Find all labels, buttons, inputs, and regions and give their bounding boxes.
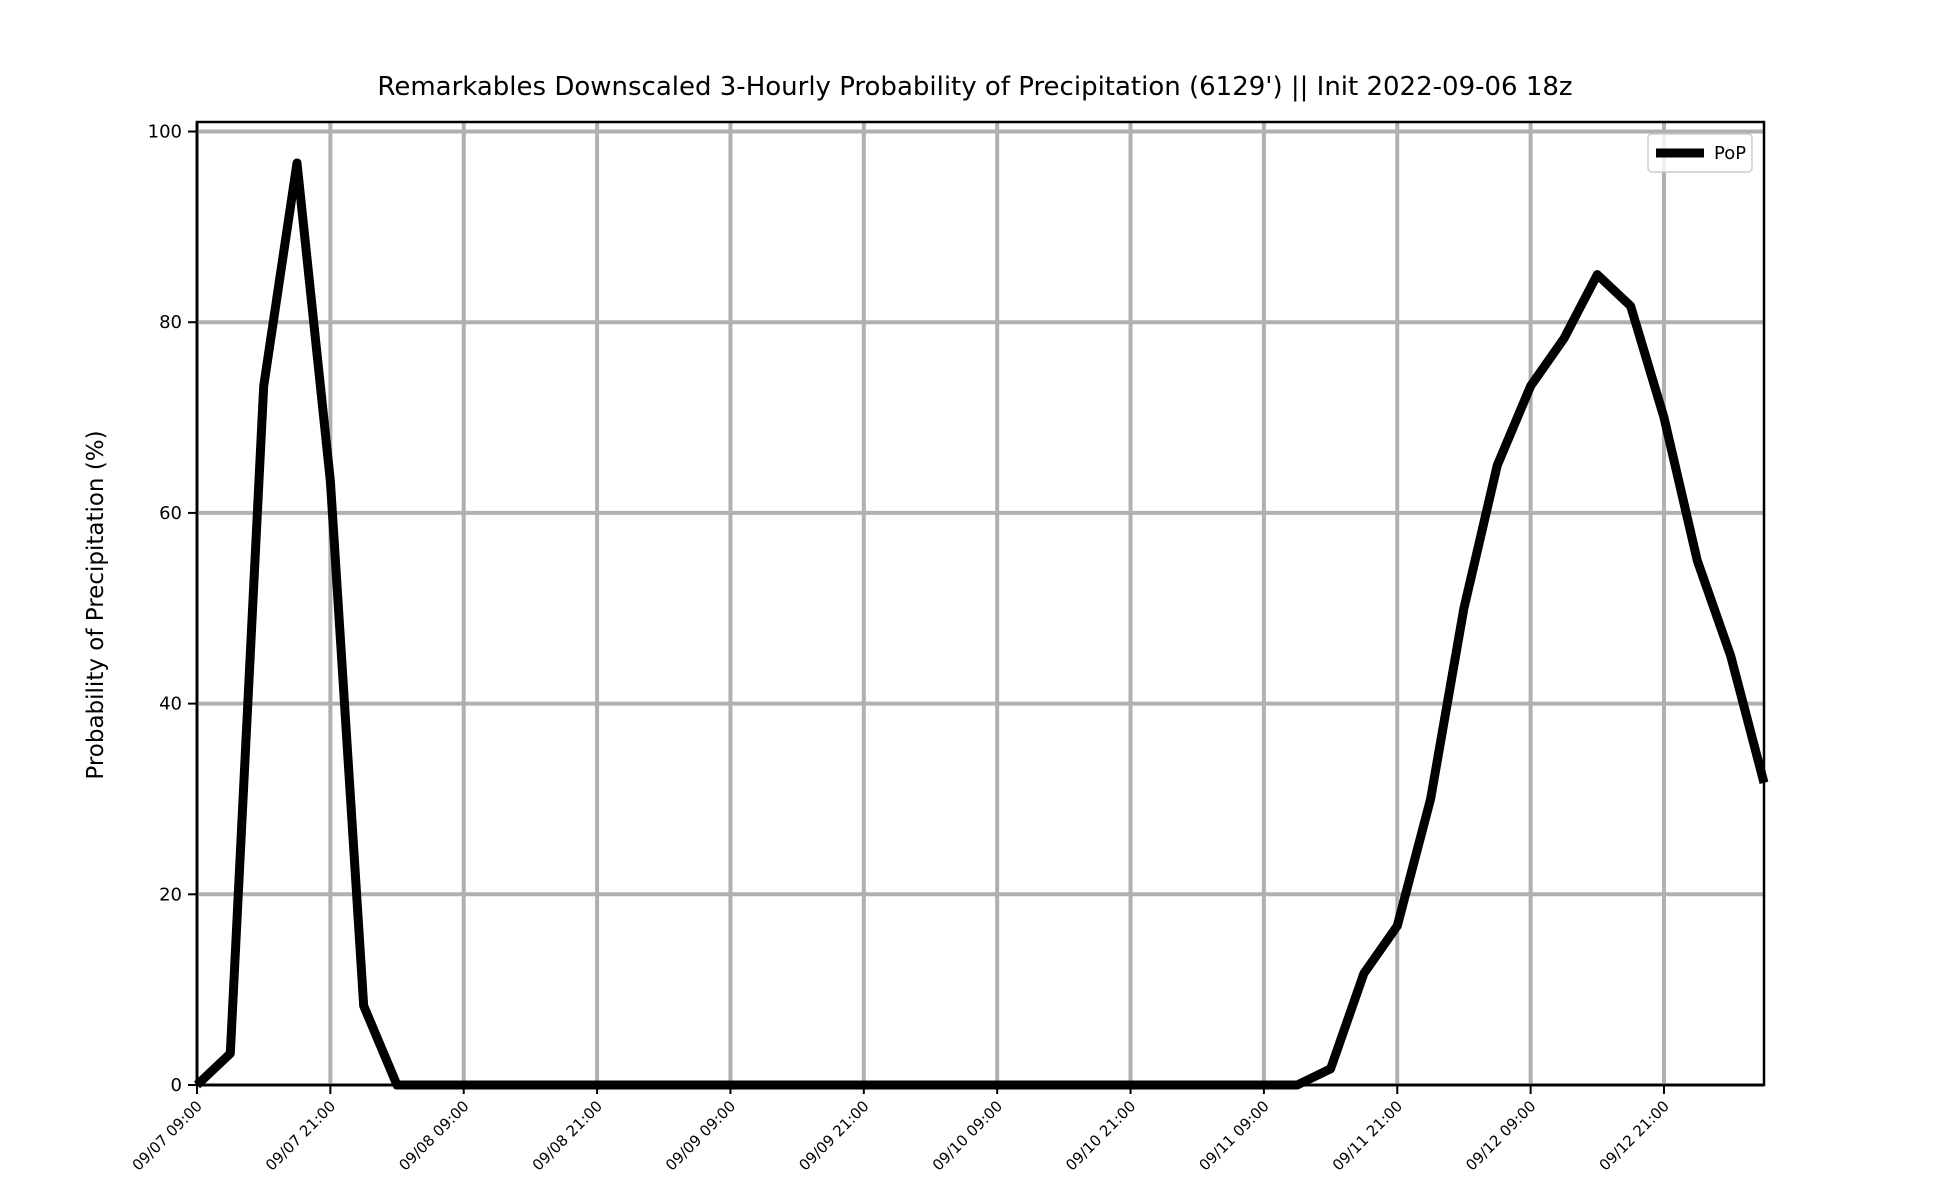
x-tick-label: 09/10 21:00 (1062, 1097, 1139, 1174)
x-tick-label: 09/12 09:00 (1462, 1097, 1539, 1174)
legend: PoP (1647, 133, 1753, 173)
axes: 0 20 40 60 80 100 09/07 09:00 09/07 21:00 09/08 … (129, 120, 1766, 1174)
x-tick-label: 09/10 09:00 (929, 1097, 1006, 1174)
y-tick-label: 80 (159, 312, 182, 333)
x-tick-label: 09/12 21:00 (1596, 1097, 1673, 1174)
x-tick-label: 09/07 21:00 (262, 1097, 339, 1174)
y-tick-label: 60 (159, 503, 182, 524)
y-tick-label: 100 (148, 122, 182, 143)
grid-lines (195, 122, 1764, 1087)
y-axis-label: Probability of Precipitation (%) (83, 430, 109, 779)
x-tick-label: 09/09 21:00 (795, 1097, 872, 1174)
x-tick-label: 09/11 21:00 (1329, 1097, 1406, 1174)
x-tick-label: 09/09 09:00 (662, 1097, 739, 1174)
x-tick-label: 09/08 09:00 (395, 1097, 472, 1174)
y-tick-label: 0 (171, 1075, 182, 1096)
x-tick-label: 09/08 21:00 (529, 1097, 606, 1174)
chart-title: Remarkables Downscaled 3-Hourly Probabil… (377, 72, 1572, 102)
plot-frame (195, 120, 1766, 1087)
legend-label-pop: PoP (1714, 143, 1746, 164)
y-tick-label: 20 (159, 884, 182, 905)
y-tick-label: 40 (159, 694, 182, 715)
x-tick-label: 09/11 09:00 (1195, 1097, 1272, 1174)
x-tick-label: 09/07 09:00 (129, 1097, 206, 1174)
